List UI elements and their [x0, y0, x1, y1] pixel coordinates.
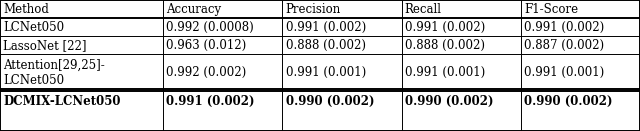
Text: 0.992 (0.002): 0.992 (0.002)	[166, 66, 246, 79]
Text: 0.990 (0.002): 0.990 (0.002)	[285, 95, 374, 108]
Text: 0.991 (0.001): 0.991 (0.001)	[405, 66, 485, 79]
Text: Precision: Precision	[285, 3, 341, 16]
Text: 0.963 (0.012): 0.963 (0.012)	[166, 39, 246, 52]
Text: 0.888 (0.002): 0.888 (0.002)	[285, 39, 365, 52]
Text: 0.991 (0.001): 0.991 (0.001)	[285, 66, 366, 79]
Text: 0.888 (0.002): 0.888 (0.002)	[405, 39, 485, 52]
Text: 0.991 (0.001): 0.991 (0.001)	[524, 66, 604, 79]
Text: 0.991 (0.002): 0.991 (0.002)	[285, 21, 366, 34]
Text: Attention[29,25]-
LCNet050: Attention[29,25]- LCNet050	[3, 59, 105, 87]
Text: 0.991 (0.002): 0.991 (0.002)	[524, 21, 604, 34]
Text: LassoNet [22]: LassoNet [22]	[3, 39, 86, 52]
Text: Method: Method	[3, 3, 49, 16]
Text: Accuracy: Accuracy	[166, 3, 221, 16]
Text: 0.991 (0.002): 0.991 (0.002)	[166, 95, 255, 108]
Text: 0.990 (0.002): 0.990 (0.002)	[524, 95, 612, 108]
Text: Recall: Recall	[405, 3, 442, 16]
Text: LCNet050: LCNet050	[3, 21, 65, 34]
Text: 0.992 (0.0008): 0.992 (0.0008)	[166, 21, 254, 34]
Text: 0.887 (0.002): 0.887 (0.002)	[524, 39, 604, 52]
Text: 0.991 (0.002): 0.991 (0.002)	[405, 21, 485, 34]
Text: 0.990 (0.002): 0.990 (0.002)	[405, 95, 493, 108]
Text: F1-Score: F1-Score	[524, 3, 578, 16]
Text: DCMIX-LCNet050: DCMIX-LCNet050	[3, 95, 121, 108]
